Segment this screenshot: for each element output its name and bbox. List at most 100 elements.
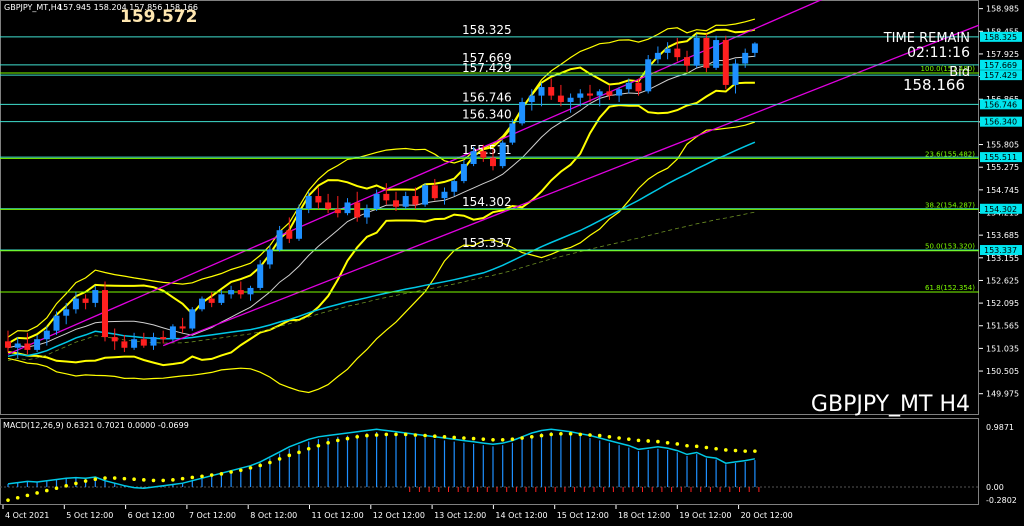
candle-bear[interactable] — [140, 339, 147, 346]
candle-bear[interactable] — [722, 40, 729, 85]
x-tick-label: 5 Oct 12:00 — [66, 511, 113, 520]
candle-bull[interactable] — [538, 87, 545, 96]
candle-bear[interactable] — [412, 196, 419, 205]
candle-bull[interactable] — [189, 309, 196, 329]
x-tick-label: 8 Oct 12:00 — [250, 511, 297, 520]
candle-bear[interactable] — [325, 202, 332, 209]
candle-bull[interactable] — [218, 294, 225, 303]
candle-bull[interactable] — [596, 91, 603, 96]
candle-bear[interactable] — [548, 87, 555, 96]
level-axis-label: 157.429 — [984, 71, 1017, 80]
candle-bull[interactable] — [34, 339, 41, 350]
macd-signal-dot — [355, 434, 360, 439]
candle-bull[interactable] — [150, 337, 157, 346]
candle-bear[interactable] — [179, 326, 186, 329]
macd-signal-dot — [287, 453, 292, 458]
y-tick-label: 150.505 — [986, 367, 1019, 376]
candle-bull[interactable] — [499, 142, 506, 167]
candle-series[interactable] — [5, 33, 758, 359]
candle-bull[interactable] — [92, 290, 99, 303]
candle-bull[interactable] — [257, 264, 264, 288]
candle-bull[interactable] — [713, 40, 720, 68]
candle-bear[interactable] — [315, 196, 322, 203]
candle-bull[interactable] — [654, 52, 661, 60]
candle-bull[interactable] — [509, 123, 516, 143]
macd-axis-mid: 0.00 — [986, 483, 1004, 492]
candle-bull[interactable] — [14, 343, 21, 348]
candle-bull[interactable] — [732, 63, 739, 85]
candle-bull[interactable] — [664, 48, 671, 53]
candle-bull[interactable] — [228, 290, 235, 295]
candle-bull[interactable] — [451, 181, 458, 192]
candle-bull[interactable] — [169, 326, 176, 340]
macd-signal-dot — [239, 468, 243, 473]
candle-bear[interactable] — [557, 95, 564, 103]
candle-bear[interactable] — [480, 151, 487, 158]
macd-signal-dot — [753, 449, 757, 453]
candle-bear[interactable] — [24, 343, 31, 350]
candle-bear[interactable] — [383, 193, 390, 201]
candle-bull[interactable] — [296, 208, 302, 239]
candle-bear[interactable] — [606, 91, 613, 96]
candle-bull[interactable] — [363, 208, 370, 218]
candle-bear[interactable] — [111, 337, 118, 342]
candle-bear[interactable] — [393, 200, 399, 207]
candle-bear[interactable] — [82, 298, 89, 303]
candle-bull[interactable] — [751, 43, 758, 53]
candle-bear[interactable] — [286, 230, 293, 239]
candle-bull[interactable] — [742, 52, 749, 64]
candle-bull[interactable] — [616, 89, 623, 96]
candle-bear[interactable] — [5, 341, 11, 348]
macd-signal-dot — [491, 437, 495, 442]
candle-bull[interactable] — [645, 59, 652, 92]
candle-bull[interactable] — [460, 163, 467, 182]
candle-bear[interactable] — [121, 341, 128, 348]
candle-bull[interactable] — [43, 330, 50, 340]
macd-signal-dot — [122, 476, 127, 481]
candle-bull[interactable] — [402, 196, 409, 207]
candle-bull[interactable] — [53, 315, 60, 331]
candle-bear[interactable] — [160, 337, 167, 340]
candle-bear[interactable] — [334, 208, 341, 214]
candle-bull[interactable] — [441, 191, 448, 199]
candle-bull[interactable] — [528, 95, 535, 103]
candle-bull[interactable] — [247, 287, 254, 295]
macd-signal-dot — [374, 433, 379, 437]
candle-bear[interactable] — [587, 93, 593, 96]
candle-bull[interactable] — [577, 93, 584, 98]
macd-signal-dot — [724, 448, 728, 452]
bollinger-lower-outer — [7, 121, 756, 394]
candle-bull[interactable] — [470, 151, 477, 164]
candle-bear[interactable] — [431, 185, 438, 199]
candle-bull[interactable] — [693, 37, 700, 66]
candle-bull[interactable] — [276, 230, 283, 250]
bollinger-upper-inner — [7, 28, 756, 345]
candle-bull[interactable] — [519, 102, 526, 124]
candle-bear[interactable] — [635, 82, 642, 92]
candle-bear[interactable] — [684, 57, 690, 66]
candle-bull[interactable] — [422, 185, 429, 205]
candle-bull[interactable] — [72, 298, 79, 310]
candle-bear[interactable] — [674, 48, 681, 58]
candle-bull[interactable] — [567, 97, 574, 103]
bollinger-lower-inner — [7, 81, 755, 367]
candle-bear[interactable] — [490, 157, 496, 167]
candle-bull[interactable] — [625, 82, 632, 90]
candle-bear[interactable] — [354, 202, 361, 218]
candle-bear[interactable] — [208, 298, 215, 303]
macd-signal-dot — [268, 460, 272, 465]
candle-bull[interactable] — [305, 196, 312, 209]
y-tick-label: 151.565 — [986, 322, 1019, 331]
candle-bear[interactable] — [237, 290, 244, 295]
y-tick-label: 154.745 — [986, 186, 1019, 195]
candle-bear[interactable] — [102, 290, 108, 338]
candle-bull[interactable] — [344, 202, 351, 214]
candle-bear[interactable] — [703, 37, 710, 68]
candle-bull[interactable] — [266, 249, 273, 265]
candle-bull[interactable] — [373, 193, 380, 209]
candle-bull[interactable] — [63, 309, 70, 316]
macd-signal-dot — [112, 476, 117, 480]
candle-bull[interactable] — [131, 339, 138, 348]
candle-bull[interactable] — [199, 298, 205, 310]
